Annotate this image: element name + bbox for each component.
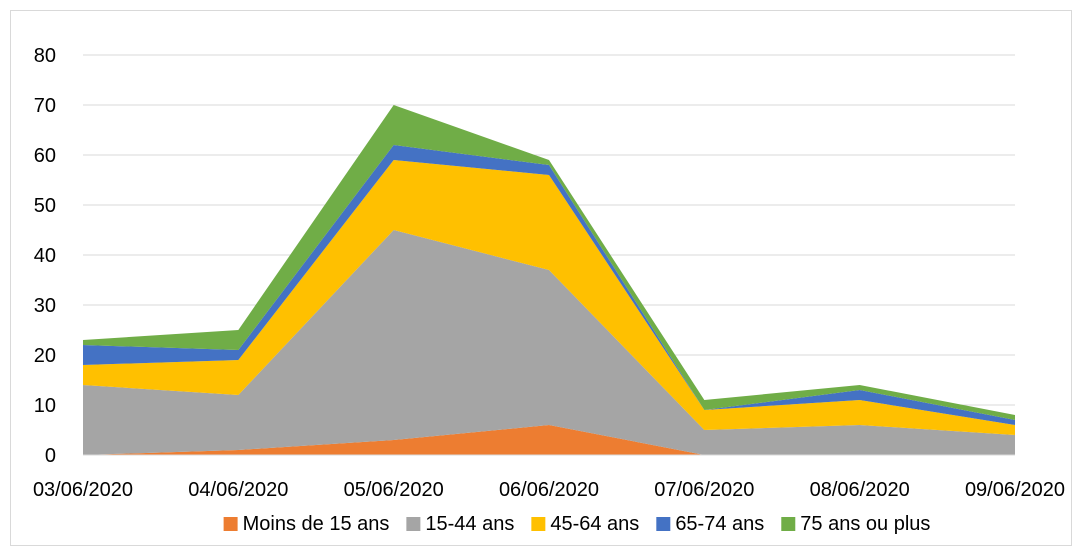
legend: Moins de 15 ans 15-44 ans 45-64 ans 65-74 a… [223,513,930,535]
x-tick-label: 03/06/2020 [33,479,133,501]
legend-item: 15-44 ans [406,513,514,535]
y-tick-label: 30 [34,295,56,317]
y-tick-label: 50 [34,195,56,217]
x-tick-label: 08/06/2020 [810,479,910,501]
legend-item: Moins de 15 ans [223,513,390,535]
legend-item: 65-74 ans [656,513,764,535]
y-tick-label: 80 [34,45,56,67]
area-moins-de-15-ans [83,425,1015,455]
x-axis-ticks: 03/06/2020 04/06/2020 05/06/2020 06/06/2020… [33,479,1065,501]
x-tick-label: 09/06/2020 [965,479,1065,501]
y-tick-label: 20 [34,345,56,367]
area-series [83,105,1015,455]
legend-item: 75 ans ou plus [781,513,930,535]
legend-swatch [223,517,238,531]
y-tick-label: 70 [34,95,56,117]
y-axis-ticks: 0 10 20 30 40 50 60 70 80 [34,45,56,467]
legend-swatch [531,517,546,531]
x-tick-label: 06/06/2020 [499,479,599,501]
area-15-44-ans [83,230,1015,455]
legend-item: 45-64 ans [531,513,639,535]
legend-label: 45-64 ans [550,513,639,535]
legend-swatch [656,517,671,531]
x-tick-label: 07/06/2020 [654,479,754,501]
y-tick-label: 10 [34,395,56,417]
y-tick-label: 60 [34,145,56,167]
x-tick-label: 05/06/2020 [344,479,444,501]
legend-label: 15-44 ans [425,513,514,535]
area-45-64-ans [83,160,1015,435]
legend-swatch [406,517,421,531]
y-tick-label: 0 [45,445,56,467]
legend-label: 65-74 ans [675,513,764,535]
y-tick-label: 40 [34,245,56,267]
legend-swatch [781,517,796,531]
legend-label: Moins de 15 ans [243,513,390,535]
x-tick-label: 04/06/2020 [188,479,288,501]
legend-label: 75 ans ou plus [800,513,930,535]
